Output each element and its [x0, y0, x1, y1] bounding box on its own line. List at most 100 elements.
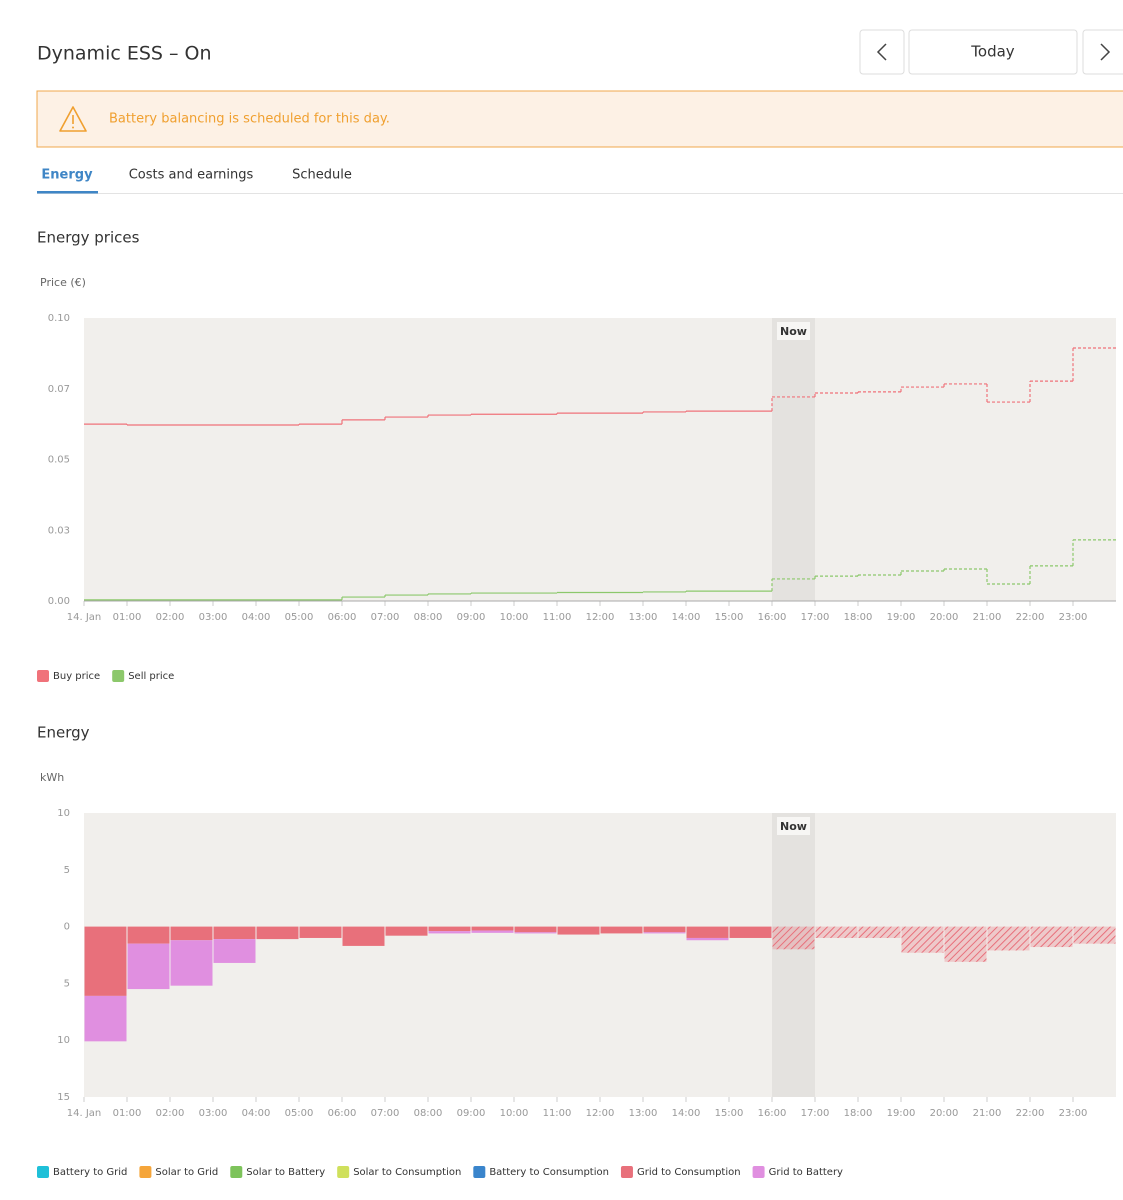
x-tick-label: 08:00 — [414, 612, 443, 623]
tab[interactable]: Energy — [41, 168, 93, 183]
legend-swatch — [139, 1166, 152, 1178]
chart-title: Energy prices — [37, 229, 140, 247]
x-tick-label: 13:00 — [629, 612, 658, 623]
energy-bar — [170, 926, 213, 941]
energy-bar — [1030, 926, 1073, 948]
plot-area — [84, 813, 1116, 1097]
legend-swatch — [620, 1166, 633, 1178]
energy-bar — [557, 926, 600, 935]
x-tick-label: 19:00 — [887, 1108, 916, 1119]
y-tick-label: 0.03 — [48, 525, 70, 536]
energy-bar — [342, 926, 385, 946]
x-tick-label: 01:00 — [113, 612, 142, 623]
x-tick-label: 03:00 — [199, 612, 228, 623]
now-badge — [777, 322, 810, 340]
legend-label: Grid to Consumption — [637, 1167, 741, 1178]
energy-bar — [213, 939, 256, 963]
x-tick-label: 23:00 — [1059, 1108, 1088, 1119]
alert-box — [36, 90, 1123, 148]
now-label: Now — [780, 325, 807, 338]
energy-bar — [471, 930, 514, 933]
x-tick-label: 10:00 — [500, 612, 529, 623]
energy-bar — [127, 926, 170, 944]
x-tick-label: 07:00 — [371, 1108, 400, 1119]
x-tick-label: 16:00 — [758, 612, 787, 623]
x-tick-label: 07:00 — [371, 612, 400, 623]
y-tick-label: 0.10 — [48, 313, 70, 324]
energy-bar — [772, 926, 815, 950]
x-tick-label: 14. Jan — [67, 1108, 102, 1119]
energy-bar — [901, 926, 944, 953]
energy-bar — [729, 926, 772, 938]
y-tick-label: 0.07 — [48, 384, 70, 395]
tab[interactable]: Schedule — [292, 168, 352, 183]
x-tick-label: 09:00 — [457, 1108, 486, 1119]
legend-label: Buy price — [53, 671, 100, 682]
x-tick-label: 14. Jan — [67, 612, 102, 623]
x-tick-label: 20:00 — [930, 612, 959, 623]
y-axis-label: kWh — [40, 771, 64, 784]
x-tick-label: 02:00 — [156, 1108, 185, 1119]
y-tick-label: 0.00 — [48, 596, 70, 607]
legend-swatch — [37, 1166, 49, 1178]
plot-area — [84, 318, 1116, 601]
energy-bar — [514, 926, 557, 933]
legend-swatch — [473, 1166, 486, 1178]
x-tick-label: 09:00 — [457, 612, 486, 623]
x-tick-label: 21:00 — [973, 1108, 1002, 1119]
next-day-button[interactable] — [1082, 29, 1123, 75]
legend-label: Solar to Grid — [155, 1167, 218, 1178]
x-tick-label: 15:00 — [715, 612, 744, 623]
energy-bar — [428, 931, 471, 934]
x-tick-label: 17:00 — [801, 612, 830, 623]
now-band — [772, 318, 815, 601]
x-tick-label: 18:00 — [844, 1108, 873, 1119]
y-tick-label: 10 — [57, 1035, 70, 1046]
x-tick-label: 04:00 — [242, 1108, 271, 1119]
x-tick-label: 20:00 — [930, 1108, 959, 1119]
x-tick-label: 22:00 — [1016, 612, 1045, 623]
today-button[interactable]: Today — [908, 29, 1078, 75]
x-tick-label: 14:00 — [672, 1108, 701, 1119]
x-tick-label: 05:00 — [285, 1108, 314, 1119]
legend-label: Battery to Grid — [53, 1167, 127, 1178]
now-label: Now — [780, 820, 807, 833]
prev-day-button[interactable] — [859, 29, 905, 75]
x-tick-label: 23:00 — [1059, 612, 1088, 623]
energy-bar — [1073, 926, 1116, 944]
now-badge — [777, 817, 810, 835]
x-tick-label: 05:00 — [285, 612, 314, 623]
alert-text: Battery balancing is scheduled for this … — [109, 112, 390, 127]
energy-bar — [428, 926, 471, 932]
x-tick-label: 17:00 — [801, 1108, 830, 1119]
x-tick-label: 08:00 — [414, 1108, 443, 1119]
x-tick-label: 16:00 — [758, 1108, 787, 1119]
energy-bar — [127, 943, 170, 990]
legend-label: Solar to Battery — [246, 1167, 325, 1178]
energy-bar — [514, 932, 557, 934]
energy-bar — [299, 926, 342, 938]
energy-bar — [170, 940, 213, 986]
energy-bar — [600, 926, 643, 934]
energy-bar — [944, 926, 987, 962]
x-tick-label: 18:00 — [844, 612, 873, 623]
energy-bar — [256, 926, 299, 940]
energy-bar — [987, 926, 1030, 951]
legend-label: Battery to Consumption — [489, 1167, 609, 1178]
x-tick-label: 10:00 — [500, 1108, 529, 1119]
x-tick-label: 02:00 — [156, 612, 185, 623]
y-tick-label: 0 — [64, 922, 70, 933]
x-tick-label: 04:00 — [242, 612, 271, 623]
x-tick-label: 13:00 — [629, 1108, 658, 1119]
energy-bar — [471, 926, 514, 931]
energy-bar — [213, 926, 256, 940]
x-tick-label: 12:00 — [586, 612, 615, 623]
energy-bar — [385, 926, 428, 936]
y-axis-label: Price (€) — [40, 276, 86, 289]
legend-label: Sell price — [128, 671, 174, 682]
tab[interactable]: Costs and earnings — [129, 168, 254, 183]
today-label: Today — [970, 43, 1015, 61]
x-tick-label: 21:00 — [973, 612, 1002, 623]
x-tick-label: 06:00 — [328, 612, 357, 623]
